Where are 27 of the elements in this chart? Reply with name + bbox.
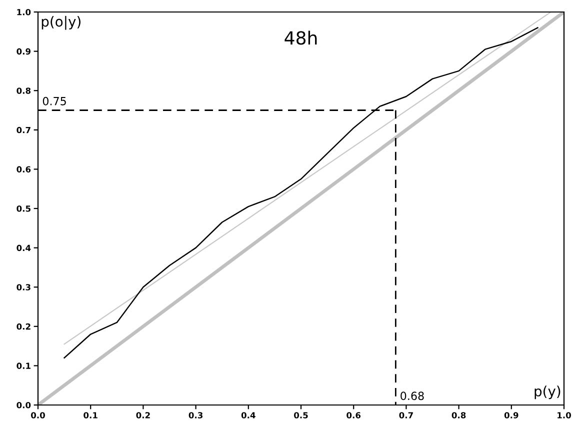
y-tick-label: 0.2	[16, 323, 30, 330]
y-tick-label: 0.0	[16, 402, 31, 408]
x-tick-label: 0.0	[31, 412, 45, 418]
y-tick-label: 0.8	[16, 88, 31, 94]
x-tick-label: 0.7	[399, 412, 413, 418]
annotation: 0.68	[400, 392, 424, 400]
y-axis-title: p(o|y)	[42, 16, 80, 30]
y-tick-label: 0.7	[16, 126, 30, 134]
x-tick-label: 0.2	[136, 412, 150, 418]
x-tick-label: 0.8	[452, 412, 466, 418]
text: 48h	[284, 30, 317, 45]
y-tick-label: 0.4	[16, 244, 31, 252]
y-tick-label: 0.9	[16, 48, 31, 55]
x-tick-label: 0.1	[84, 412, 98, 418]
y-tick-label: 0.1	[16, 362, 30, 369]
x-tick-label: 1.0	[558, 412, 571, 418]
y-tick-label: 0.3	[16, 284, 30, 290]
x-tick-label: 0.9	[504, 412, 518, 418]
y-tick-label: 1.0	[17, 8, 31, 16]
x-axis-title: p(y)	[534, 386, 560, 400]
annotation: 0.75	[42, 96, 66, 106]
x-tick-label: 0.3	[188, 412, 203, 418]
y-tick-label: 0.5	[16, 205, 30, 212]
x-tick-label: 0.4	[241, 412, 256, 418]
x-tick-label: 0.5	[294, 412, 308, 418]
x-tick-label: 0.6	[346, 412, 361, 418]
y-tick-label: 0.6	[16, 166, 31, 172]
